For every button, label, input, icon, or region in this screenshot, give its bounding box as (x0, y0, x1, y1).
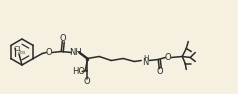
Text: Cl: Cl (13, 46, 21, 52)
Text: O: O (46, 48, 53, 57)
Text: O: O (84, 77, 91, 86)
Text: H: H (144, 55, 149, 61)
Text: NH: NH (69, 48, 82, 57)
Text: HO: HO (72, 67, 85, 76)
Text: Abs: Abs (18, 50, 26, 55)
Text: N: N (142, 58, 149, 67)
Text: O: O (60, 34, 67, 43)
Text: O: O (165, 53, 172, 62)
Text: O: O (157, 67, 164, 76)
